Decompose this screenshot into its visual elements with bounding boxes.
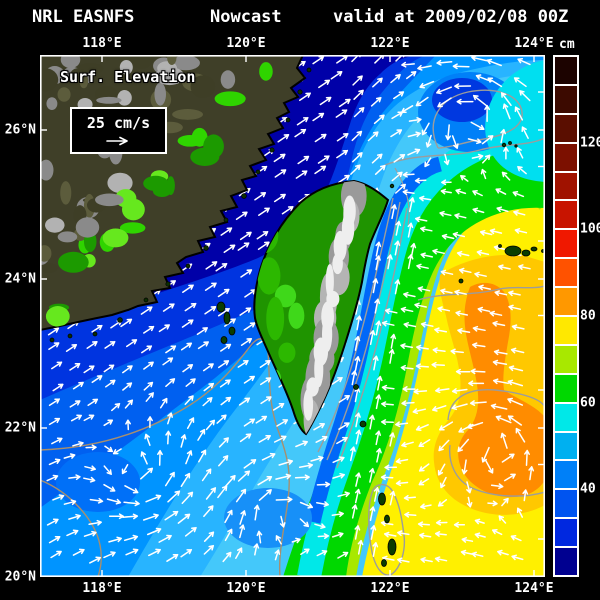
colorbar-segment	[555, 459, 577, 489]
colorbar-tick-label: 40	[580, 481, 596, 497]
lon-tick-label-bottom: 120°E	[226, 581, 266, 596]
valid-time-title: valid at 2009/02/08 00Z	[333, 7, 569, 27]
colorbar-segment	[555, 430, 577, 460]
lon-tick-label-top: 122°E	[370, 36, 410, 51]
reference-arrow-icon	[105, 136, 128, 146]
map-frame	[40, 55, 545, 577]
lat-tick-label: 26°N	[4, 122, 36, 138]
lon-tick-label-top: 120°E	[226, 36, 266, 51]
model-title: NRL EASNFS	[32, 7, 135, 27]
colorbar-segment	[555, 488, 577, 518]
lat-tick-label: 22°N	[4, 420, 36, 436]
map-canvas	[40, 55, 545, 577]
colorbar-tick-label: 80	[580, 308, 596, 324]
field-legend-label: Surf. Elevation	[60, 68, 196, 86]
product-title: Nowcast	[210, 7, 282, 27]
colorbar-segment	[555, 315, 577, 344]
colorbar-tick-label: 120	[580, 135, 600, 151]
lon-tick-label-top: 118°E	[82, 36, 122, 51]
colorbar-tick-label: 60	[580, 395, 596, 411]
colorbar-segment	[555, 83, 577, 113]
colorbar-segment	[555, 372, 577, 402]
colorbar-segment	[555, 286, 577, 316]
lon-tick-label-top: 124°E	[514, 36, 554, 51]
lon-tick-label-bottom: 122°E	[370, 581, 410, 596]
colorbar-segment	[555, 517, 577, 547]
lon-tick-label-bottom: 118°E	[82, 581, 122, 596]
colorbar-tick-label: 100	[580, 221, 600, 237]
vector-scale-value: 25 cm/s	[86, 114, 151, 132]
colorbar-segment	[555, 199, 577, 229]
offshore-islands	[216, 141, 545, 567]
colorbar-segment	[555, 546, 577, 576]
colorbar-segment	[555, 57, 577, 84]
colorbar-segment	[555, 141, 577, 171]
lat-tick-label: 24°N	[4, 271, 36, 287]
colorbar-segment	[555, 228, 577, 258]
lon-tick-label-bottom: 124°E	[514, 581, 554, 596]
colorbar-segment	[555, 112, 577, 142]
colorbar-segment	[555, 343, 577, 373]
china-coastal-islets	[49, 67, 312, 343]
china-landmass	[40, 55, 312, 343]
colorbar-segment	[555, 257, 577, 287]
taiwan-island	[253, 179, 390, 436]
lat-tick-label: 20°N	[4, 569, 36, 585]
colorbar-segment	[555, 170, 577, 200]
colorbar-segment	[555, 401, 577, 431]
colorbar-unit-label: cm	[559, 37, 575, 52]
vector-scale-legend: 25 cm/s	[70, 107, 167, 154]
elevation-colorbar	[553, 55, 579, 577]
